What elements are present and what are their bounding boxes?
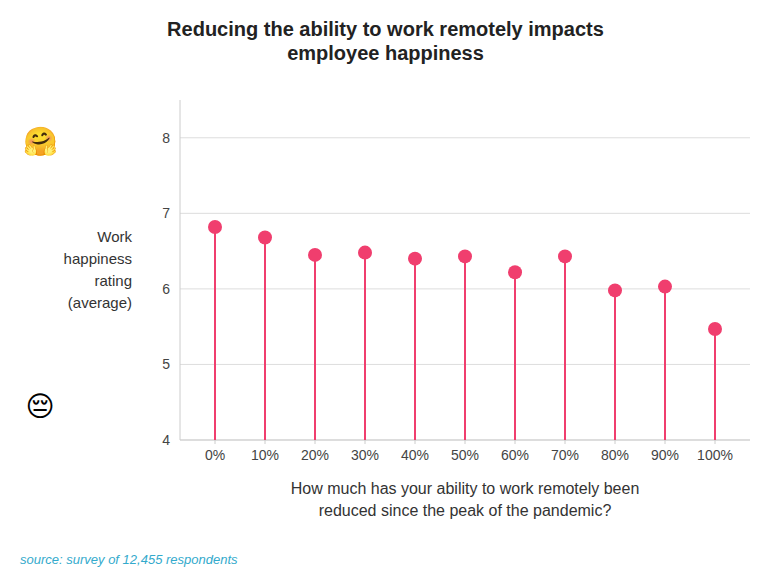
lollipop-stem <box>364 253 366 440</box>
text-line: (average) <box>68 294 132 311</box>
lollipop-head <box>258 231 272 245</box>
annotation: 🤗 <box>23 125 58 158</box>
lollipop-stem <box>714 329 716 440</box>
lollipop-stem <box>564 256 566 440</box>
lollipop-stem <box>264 238 266 440</box>
x-tick-label: 100% <box>697 447 733 463</box>
lollipop-head <box>608 283 622 297</box>
lollipop-head <box>658 280 672 294</box>
lollipop-head <box>558 249 572 263</box>
source: source: survey of 12,455 respondents <box>20 552 238 567</box>
x-tick-label: 10% <box>251 447 279 463</box>
x-tick <box>515 440 516 444</box>
y-axis-label: Work happiness rating (average) <box>64 228 133 311</box>
x-tick-label: 50% <box>451 447 479 463</box>
x-tick-label: 90% <box>651 447 679 463</box>
x-tick-label: 30% <box>351 447 379 463</box>
text-line: Reducing the ability to work remotely im… <box>167 18 604 40</box>
y-tick-label: 4 <box>162 432 170 448</box>
axes: 456780%10%20%30%40%50%60%70%80%90%100% <box>162 100 750 463</box>
lollipop-stem <box>464 256 466 440</box>
y-tick-label: 8 <box>162 130 170 146</box>
x-tick <box>565 440 566 444</box>
y-tick-label: 5 <box>162 356 170 372</box>
x-tick-label: 20% <box>301 447 329 463</box>
x-tick <box>265 440 266 444</box>
x-tick <box>615 440 616 444</box>
lollipop-stem <box>314 255 316 440</box>
text-line: rating <box>94 272 132 289</box>
x-tick <box>365 440 366 444</box>
text-line: Work <box>97 228 132 245</box>
lollipop-head <box>708 322 722 336</box>
x-tick-label: 60% <box>501 447 529 463</box>
text-line: How much has your ability to work remote… <box>291 480 640 497</box>
lollipop-head <box>208 220 222 234</box>
x-tick <box>315 440 316 444</box>
x-tick-label: 80% <box>601 447 629 463</box>
x-axis-label: How much has your ability to work remote… <box>291 480 640 519</box>
annotation: 😔 <box>25 390 54 423</box>
x-tick-label: 40% <box>401 447 429 463</box>
y-axis-line <box>180 100 181 440</box>
y-tick-label: 7 <box>162 205 170 221</box>
text-line: reduced since the peak of the pandemic? <box>319 502 612 519</box>
grid-line <box>180 137 750 138</box>
grid-line <box>180 213 750 214</box>
x-tick-label: 0% <box>205 447 225 463</box>
lollipop-head <box>458 249 472 263</box>
x-tick-label: 70% <box>551 447 579 463</box>
lollipop-head <box>308 248 322 262</box>
x-tick <box>415 440 416 444</box>
lollipop-stem <box>514 272 516 440</box>
background <box>0 0 771 578</box>
title: Reducing the ability to work remotely im… <box>167 18 604 64</box>
lollipop-head <box>508 265 522 279</box>
y-tick-label: 6 <box>162 281 170 297</box>
x-tick <box>665 440 666 444</box>
lollipop-head <box>358 246 372 260</box>
x-tick <box>465 440 466 444</box>
text-line: happiness <box>64 250 132 267</box>
lollipop-head <box>408 252 422 266</box>
lollipop-stem <box>414 259 416 440</box>
lollipop-stem <box>664 287 666 440</box>
text-line: employee happiness <box>287 42 484 64</box>
lollipop-stem <box>614 290 616 440</box>
x-tick <box>715 440 716 444</box>
marks <box>208 220 722 440</box>
x-tick <box>215 440 216 444</box>
lollipop-stem <box>214 227 216 440</box>
chart: Reducing the ability to work remotely im… <box>0 0 771 578</box>
